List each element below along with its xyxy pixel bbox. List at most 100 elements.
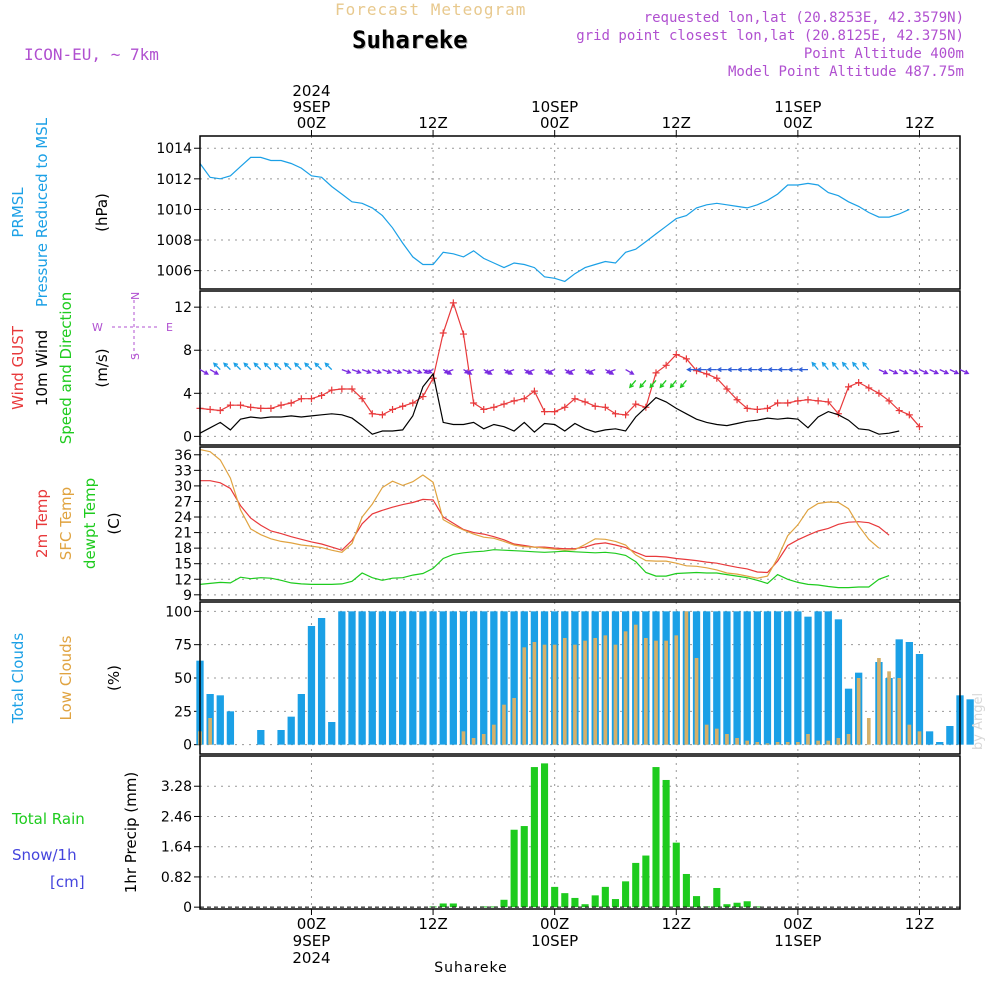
gust-marker [449,299,457,307]
point-altitude: Point Altitude 400m [803,46,964,62]
gust-marker [784,399,792,407]
wind-arrow [504,369,515,374]
low-cloud-bar [755,742,760,745]
total-cloud-bar [925,731,934,745]
wind-arrow [605,369,616,374]
low-cloud-bar [836,738,841,745]
station-name: Suhareke [352,26,468,54]
compass-e: E [166,321,173,334]
precip-bar [551,886,559,908]
wind-arrow [909,369,919,375]
gust-marker [632,400,640,408]
wind-arrow [659,379,667,389]
total-cloud-bar [723,611,731,745]
total-cloud-bar [510,611,518,745]
low-cloud-bar [714,728,719,745]
low-cloud-bar [917,731,922,745]
gust-marker [257,404,265,412]
wind-arrow [841,361,850,371]
gust-marker [581,398,589,406]
low-cloud-bar [704,724,709,745]
gust-marker [713,374,721,382]
gust-marker [328,386,336,394]
wind-arrow [283,362,292,371]
low-cloud-bar [684,611,689,745]
total-cloud-bar [936,742,944,745]
ytick-label: 4 [183,386,192,402]
low-cloud-bar [583,640,587,745]
total-cloud-bar [378,611,387,745]
wind-arrow [777,367,788,373]
total-cloud-bar [844,688,853,745]
total-cloud-bar [409,611,417,745]
gust-marker [672,351,680,359]
time-label-bottom: 2024 [292,949,330,967]
wind-arrow [524,369,535,374]
low-cloud-bar [654,640,658,745]
total-cloud-bar [773,611,782,745]
gust-marker [804,396,812,404]
wind-arrow [585,369,596,374]
time-label-bottom: 12Z [905,915,934,933]
gust-marker [358,395,366,403]
low-cloud-bar [603,635,608,745]
precip-bar [490,906,498,908]
total-cloud-bar [915,654,924,745]
low-cloud-bar [613,644,618,745]
wind-arrow [463,369,474,374]
precip-bar [662,779,670,908]
precip-bar [753,906,761,908]
total-cloud-bar [449,611,457,745]
time-label-bottom: 11SEP [774,932,821,950]
time-label-bottom: 10SEP [531,932,578,950]
precip-bar [733,902,741,908]
gust-marker [399,402,407,410]
total-cloud-bar [905,642,913,745]
ytick-label: 0 [183,900,192,916]
gust-marker [662,361,670,369]
gust-marker [561,403,569,411]
wind-arrow [686,367,697,373]
low-cloud-bar [492,724,496,745]
low-cloud-bar [897,678,902,745]
precip-bar [530,767,538,908]
wind-arrow [223,362,231,371]
gust-marker [277,401,285,409]
precip-bar [713,887,721,908]
temperature-series-line [199,449,880,579]
time-label-bottom: 12Z [662,915,691,933]
wind-arrow [821,361,829,371]
gust-marker [500,400,508,408]
total-cloud-bar [328,722,336,745]
ytick-label: 1008 [156,233,192,249]
ylabel: dewpt Temp [81,478,99,569]
gust-marker [895,407,903,415]
total-cloud-bar [946,726,954,745]
forecast-title: Forecast Meteogram [335,0,527,19]
wind-arrow [746,367,758,373]
ytick-label: 2.46 [161,809,192,825]
total-cloud-bar [429,611,437,745]
ytick-label: 75 [174,638,192,654]
wind-arrow [949,369,960,375]
low-cloud-bar [745,740,750,745]
total-cloud-bar [419,611,427,745]
ytick-label: 1010 [156,202,192,218]
wind-arrow [382,369,393,374]
low-cloud-bar [725,734,729,745]
gust-marker [470,399,478,407]
low-cloud-bar [735,738,739,745]
wind-arrow [565,369,576,374]
low-cloud-bar [471,738,476,745]
ytick-label: 0.82 [161,870,192,886]
pressure-frame [199,135,961,290]
wind-arrow [199,369,209,375]
precip-bar [601,886,609,908]
total-cloud-bar [317,618,326,745]
low-cloud-bar [785,742,790,745]
ylabel: 1hr Precip (mm) [122,772,140,893]
ylabel: PRMSL [9,187,27,238]
precip-frame [199,755,961,910]
wind-direction-arrows [199,361,970,389]
wind-arrow [878,369,889,375]
